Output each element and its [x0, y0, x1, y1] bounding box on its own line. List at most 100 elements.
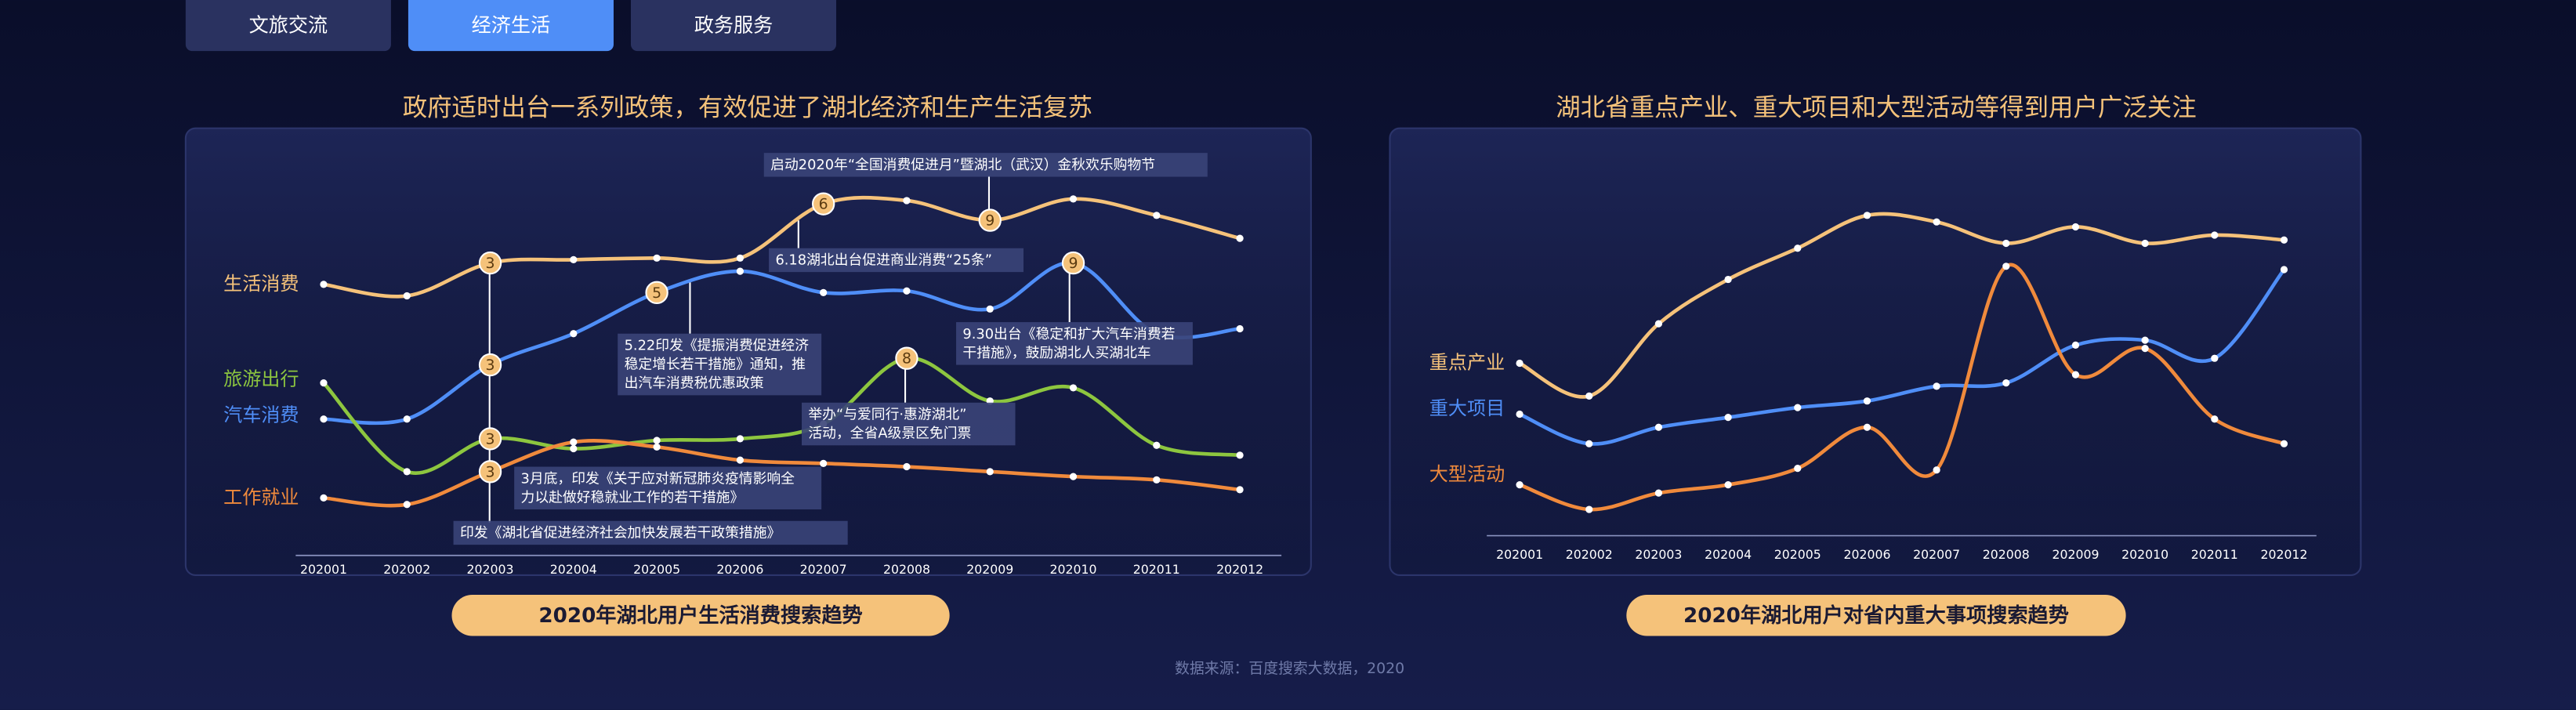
chart-caption: 2020年湖北用户生活消费搜索趋势 — [538, 603, 862, 628]
annotation-box — [453, 520, 848, 545]
tab-label[interactable]: 经济生活 — [472, 14, 551, 37]
chart-caption: 2020年湖北用户对省内重大事项搜索趋势 — [1683, 603, 2069, 628]
event-marker-label: 6 — [819, 196, 828, 213]
data-point — [736, 254, 744, 262]
data-point — [320, 415, 328, 423]
annotation-box — [801, 402, 1016, 446]
data-point — [1654, 489, 1663, 497]
x-tick-label: 202008 — [883, 562, 930, 577]
x-tick-label: 202012 — [1216, 562, 1263, 577]
data-point — [403, 292, 411, 300]
data-point — [653, 254, 661, 262]
data-point — [986, 305, 994, 313]
data-point — [2071, 371, 2080, 379]
data-point — [1516, 480, 1523, 489]
annotation-text: 稳定增长若干措施》通知，推 — [625, 357, 806, 373]
tab-bar: 文旅交流 经济生活 政务服务 — [185, 0, 837, 52]
event-marker — [645, 281, 668, 305]
data-point — [320, 281, 328, 288]
data-point — [820, 288, 828, 296]
x-tick-label: 202005 — [633, 562, 680, 577]
data-point — [1153, 441, 1161, 449]
annotation-box — [769, 248, 1024, 273]
data-point — [2002, 263, 2010, 270]
series-label: 工作就业 — [223, 486, 299, 508]
data-point — [2280, 266, 2288, 273]
x-tick-label: 202008 — [1983, 547, 2030, 562]
data-point — [570, 438, 578, 446]
data-point — [1724, 414, 1732, 422]
annotation-text: 出汽车消费税优惠政策 — [625, 375, 764, 392]
x-tick-label: 202002 — [383, 562, 430, 577]
data-point — [1069, 473, 1078, 480]
data-point — [1933, 466, 1940, 474]
data-point — [1794, 465, 1802, 473]
data-point — [1794, 245, 1802, 252]
annotation-text: 举办“与爱同行·惠游湖北” — [808, 407, 966, 423]
data-point — [1516, 410, 1523, 418]
data-point — [1863, 423, 1871, 431]
tab[interactable] — [630, 0, 837, 52]
event-marker-label: 5 — [652, 284, 661, 302]
event-marker-label: 3 — [486, 463, 495, 480]
data-point — [1933, 218, 1940, 226]
data-point — [570, 444, 578, 453]
x-tick-label: 202007 — [800, 562, 847, 577]
annotation-text: 干措施》，鼓励湖北人买湖北车 — [962, 345, 1150, 361]
data-point — [1069, 384, 1078, 392]
x-tick-label: 202010 — [1050, 562, 1097, 577]
data-point — [1585, 440, 1593, 447]
data-point — [2002, 239, 2010, 248]
annotation-box — [763, 153, 1208, 177]
data-point — [653, 443, 661, 451]
annotation-text: 活动，全省A级景区免门票 — [808, 426, 971, 442]
data-point — [1236, 234, 1244, 242]
data-point — [1153, 212, 1161, 219]
series-label: 重大项目 — [1429, 397, 1505, 419]
event-marker-label: 9 — [985, 212, 995, 230]
data-point — [320, 494, 328, 502]
data-point — [1654, 423, 1663, 431]
event-marker — [478, 427, 502, 451]
series-label: 重点产业 — [1429, 351, 1505, 373]
data-point — [1863, 397, 1871, 405]
series-label: 汽车消费 — [223, 404, 299, 426]
annotation-text: 启动2020年“全国消费促进月”暨湖北（武汉）金秋欢乐购物节 — [770, 157, 1155, 173]
data-point — [403, 415, 411, 423]
data-point — [2141, 345, 2149, 353]
data-point — [986, 468, 994, 476]
data-point — [653, 437, 661, 444]
x-tick-label: 202011 — [2191, 547, 2238, 562]
data-point — [1933, 382, 1940, 390]
event-marker-label: 9 — [1069, 255, 1078, 272]
event-marker — [478, 460, 502, 484]
data-point — [1724, 480, 1732, 489]
series-line — [323, 261, 1241, 426]
chart-title: 湖北省重点产业、重大项目和大型活动等得到用户广泛关注 — [1556, 94, 2196, 122]
series-label: 大型活动 — [1429, 463, 1505, 485]
data-point — [1585, 392, 1593, 400]
caption-pill — [451, 595, 950, 636]
tab[interactable] — [185, 0, 391, 52]
data-point — [2002, 379, 2010, 387]
tab-label[interactable]: 文旅交流 — [249, 14, 328, 37]
data-point — [320, 379, 328, 387]
data-point — [736, 456, 744, 464]
data-point — [2071, 223, 2080, 231]
data-point — [1585, 505, 1593, 513]
caption-pill — [1626, 595, 2126, 636]
x-tick-label: 202001 — [300, 562, 347, 577]
data-point — [1863, 212, 1871, 219]
annotation-box — [618, 333, 822, 396]
x-tick-label: 202003 — [467, 562, 514, 577]
tab-label[interactable]: 政务服务 — [694, 14, 774, 37]
data-point — [2071, 341, 2080, 350]
series-label: 旅游出行 — [223, 368, 299, 389]
source: 数据来源：百度搜索大数据，2020 — [1175, 660, 1404, 677]
tab[interactable] — [408, 0, 614, 52]
x-tick-label: 202004 — [1705, 547, 1752, 562]
x-tick-label: 202011 — [1133, 562, 1180, 577]
right-panel — [1389, 127, 2362, 576]
